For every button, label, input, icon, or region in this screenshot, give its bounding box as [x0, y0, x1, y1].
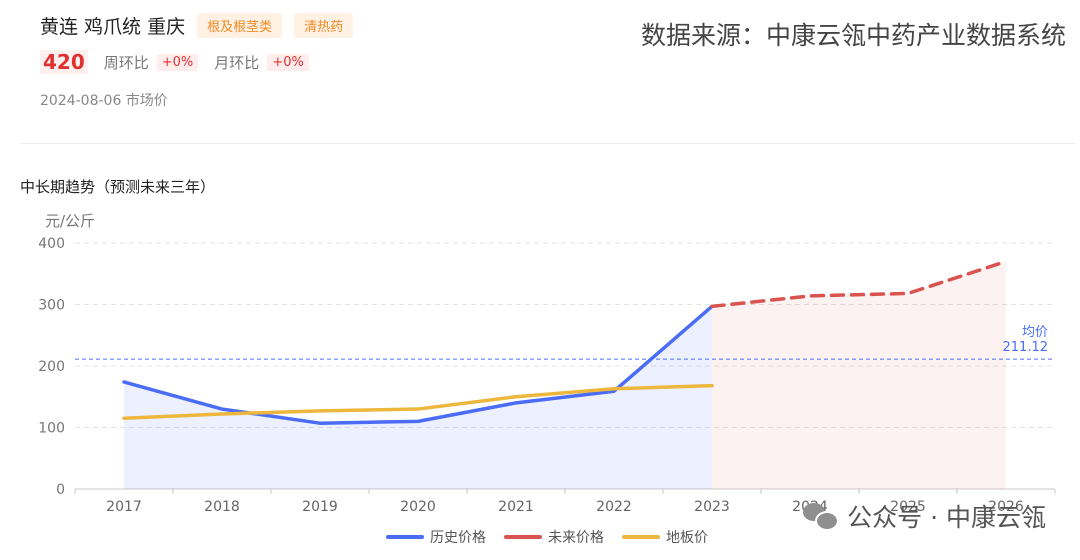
- x-tick-label: 2025: [890, 499, 926, 515]
- title-row: 黄连 鸡爪统 重庆 根及根茎类 清热药: [40, 12, 354, 39]
- x-tick-label: 2022: [596, 499, 632, 515]
- price-date: 2024-08-06 市场价: [40, 93, 168, 109]
- x-tick-label: 2026: [988, 499, 1024, 515]
- x-tick-label: 2020: [400, 499, 436, 515]
- x-tick-label: 2018: [204, 499, 240, 515]
- data-source: 数据来源：中康云瓴中药产业数据系统: [640, 21, 1066, 50]
- category-tag[interactable]: 根及根茎类: [197, 13, 283, 38]
- week-change-label: 周环比: [103, 53, 149, 72]
- x-tick-label: 2017: [106, 499, 142, 515]
- y-tick-label: 200: [38, 359, 65, 375]
- header-divider: [20, 143, 1075, 144]
- product-header: 黄连 鸡爪统 重庆 根及根茎类 清热药 420 周环比 +0% 月环比 +0% …: [0, 0, 1080, 145]
- x-tick-label: 2023: [694, 499, 730, 515]
- watermark-text: 公众号 · 中康云瓴: [847, 503, 1046, 532]
- month-change-label: 月环比: [214, 53, 260, 72]
- legend-label: 未来价格: [548, 530, 604, 546]
- legend-label: 地板价: [666, 530, 708, 546]
- y-axis-label: 元/公斤: [45, 212, 95, 230]
- efficacy-tag[interactable]: 清热药: [294, 13, 354, 38]
- y-tick-label: 300: [38, 298, 65, 314]
- current-price: 420: [40, 50, 88, 74]
- product-title: 黄连 鸡爪统 重庆: [40, 16, 186, 38]
- week-change-value: +0%: [156, 53, 199, 71]
- section-title: 中长期趋势（预测未来三年）: [20, 178, 216, 196]
- y-tick-label: 0: [56, 482, 65, 498]
- series-area: [712, 261, 1006, 489]
- series-line: [122, 383, 714, 421]
- price-row: 420 周环比 +0% 月环比 +0%: [40, 50, 309, 74]
- legend-label: 历史价格: [430, 530, 486, 546]
- series-area: [124, 306, 712, 489]
- watermark: 公众号 · 中康云瓴: [803, 498, 1046, 534]
- y-tick-label: 100: [38, 421, 65, 437]
- series-line: [710, 259, 1008, 309]
- y-tick-label: 400: [38, 236, 65, 252]
- month-change-value: +0%: [267, 53, 309, 71]
- wechat-icon: [803, 503, 840, 531]
- series-line: [122, 304, 714, 425]
- average-label: 均价: [1022, 325, 1048, 340]
- average-value: 211.12: [1003, 340, 1049, 355]
- x-tick-label: 2021: [498, 499, 534, 515]
- x-tick-label: 2019: [302, 499, 338, 515]
